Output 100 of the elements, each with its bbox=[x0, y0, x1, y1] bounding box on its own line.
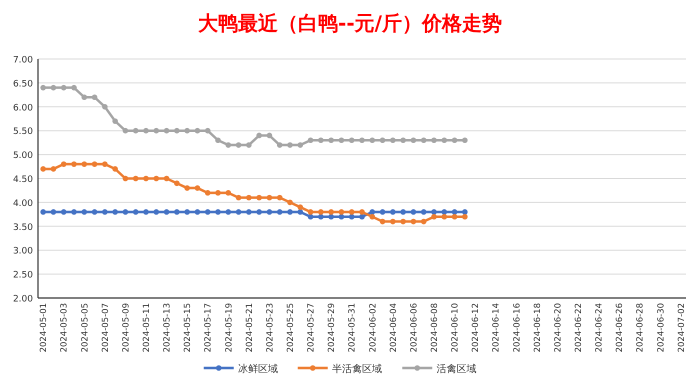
point bbox=[184, 185, 190, 191]
legend-label: 冰鲜区域 bbox=[238, 363, 278, 375]
point bbox=[441, 214, 448, 220]
point bbox=[328, 137, 334, 144]
point bbox=[81, 94, 88, 100]
point bbox=[297, 204, 304, 210]
point bbox=[174, 209, 180, 215]
point bbox=[256, 194, 262, 200]
point bbox=[204, 190, 211, 196]
point bbox=[81, 209, 88, 215]
point bbox=[50, 166, 56, 172]
point bbox=[390, 209, 396, 215]
y-tick-label: 6.00 bbox=[12, 103, 34, 114]
point bbox=[204, 128, 211, 134]
point bbox=[452, 137, 458, 144]
point bbox=[194, 128, 200, 134]
point bbox=[410, 218, 416, 224]
point bbox=[71, 84, 77, 90]
point bbox=[380, 218, 386, 224]
point bbox=[153, 176, 160, 182]
point bbox=[276, 194, 283, 200]
point bbox=[164, 176, 170, 182]
x-tick-label: 2024-05-03 bbox=[60, 303, 70, 352]
point bbox=[112, 166, 118, 172]
point bbox=[102, 161, 108, 167]
x-tick-label: 2024-06-18 bbox=[532, 303, 543, 352]
point bbox=[92, 161, 98, 167]
x-tick-label: 2024-06-20 bbox=[553, 303, 564, 352]
point bbox=[225, 209, 232, 215]
point bbox=[102, 209, 108, 215]
point bbox=[287, 200, 293, 206]
y-tick-label: 4.50 bbox=[12, 175, 34, 185]
point bbox=[338, 137, 344, 144]
point bbox=[132, 128, 139, 134]
x-tick-label: 2024-06-30 bbox=[656, 303, 666, 352]
point bbox=[400, 209, 406, 215]
x-tick-label: 2024-05-19 bbox=[224, 303, 234, 352]
y-tick-label: 6.50 bbox=[12, 79, 34, 90]
point bbox=[338, 209, 344, 215]
point bbox=[308, 209, 314, 215]
x-tick-label: 2024-05-23 bbox=[265, 303, 276, 352]
point bbox=[122, 128, 128, 134]
legend-label: 半活禽区域 bbox=[332, 363, 382, 375]
point bbox=[122, 209, 128, 215]
point bbox=[441, 209, 448, 215]
point bbox=[164, 209, 170, 215]
point bbox=[462, 214, 468, 220]
point bbox=[369, 209, 376, 215]
x-tick-label: 2024-06-04 bbox=[388, 303, 399, 352]
point bbox=[462, 209, 468, 215]
point bbox=[236, 209, 242, 215]
y-tick-label: 3.00 bbox=[12, 246, 34, 257]
point bbox=[143, 128, 149, 134]
point bbox=[348, 137, 355, 144]
point bbox=[194, 185, 200, 191]
point bbox=[359, 209, 365, 215]
y-tick-label: 5.00 bbox=[12, 151, 34, 162]
point bbox=[204, 209, 211, 215]
point bbox=[215, 190, 221, 196]
x-tick-label: 2024-06-16 bbox=[512, 303, 522, 352]
point bbox=[60, 161, 67, 167]
point bbox=[236, 194, 242, 200]
point bbox=[112, 209, 118, 215]
point bbox=[143, 176, 149, 182]
point bbox=[174, 128, 180, 134]
point bbox=[60, 84, 67, 90]
point bbox=[308, 137, 314, 144]
point bbox=[431, 209, 437, 215]
point bbox=[462, 137, 468, 144]
x-tick-label: 2024-06-28 bbox=[636, 303, 646, 352]
x-tick-label: 2024-06-08 bbox=[430, 303, 440, 352]
point bbox=[71, 161, 77, 167]
y-tick-label: 5.50 bbox=[12, 127, 34, 138]
x-tick-label: 2024-06-26 bbox=[615, 303, 626, 352]
point bbox=[287, 142, 293, 148]
chart-title: 大鸭最近（白鸭--元/斤）价格走势 bbox=[198, 11, 502, 35]
point bbox=[318, 209, 324, 215]
x-tick-label: 2024-05-31 bbox=[348, 303, 358, 352]
point bbox=[246, 209, 252, 215]
point bbox=[236, 142, 242, 148]
point bbox=[215, 137, 221, 144]
x-tick-label: 2024-05-11 bbox=[142, 303, 152, 352]
y-tick-label: 3.50 bbox=[12, 222, 34, 233]
point bbox=[164, 128, 170, 134]
y-tick-label: 4.00 bbox=[12, 198, 34, 209]
point bbox=[174, 180, 180, 186]
point bbox=[266, 209, 272, 215]
point bbox=[431, 137, 437, 144]
x-tick-label: 2024-05-01 bbox=[39, 303, 50, 352]
point bbox=[246, 194, 252, 200]
x-tick-label: 2024-05-21 bbox=[244, 303, 255, 352]
x-tick-label: 2024-06-24 bbox=[594, 303, 605, 352]
point bbox=[194, 209, 200, 215]
point bbox=[452, 214, 458, 220]
point bbox=[369, 214, 376, 220]
point bbox=[60, 209, 67, 215]
point bbox=[256, 132, 262, 138]
point bbox=[50, 209, 56, 215]
x-tick-label: 2024-06-10 bbox=[450, 303, 461, 352]
point bbox=[297, 209, 304, 215]
